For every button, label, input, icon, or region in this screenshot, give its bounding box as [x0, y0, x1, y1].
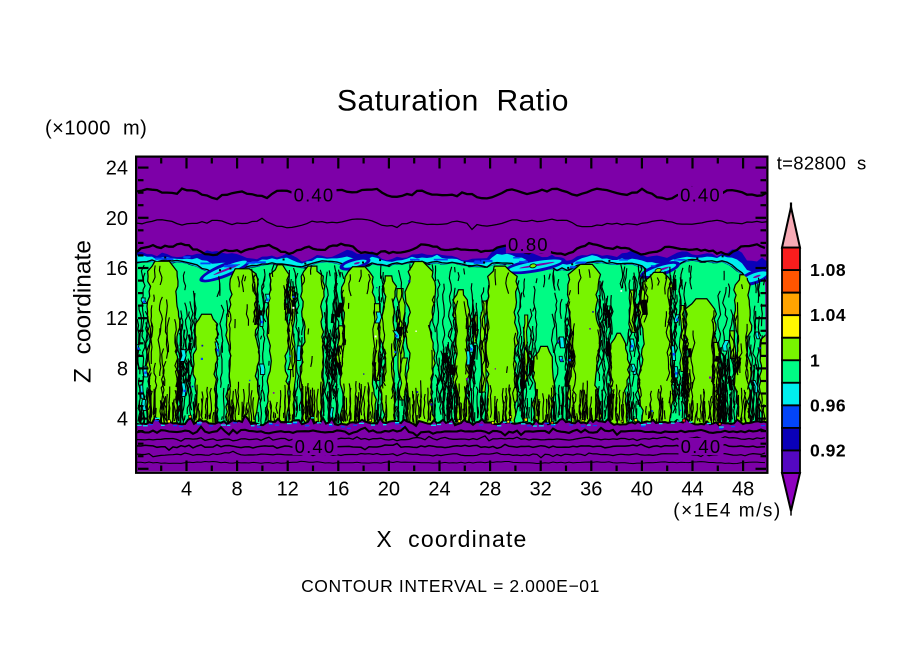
- svg-text:0.96: 0.96: [810, 395, 846, 415]
- svg-text:Saturation Ratio: Saturation Ratio: [337, 85, 569, 118]
- svg-text:48: 48: [732, 479, 754, 501]
- svg-text:X coordinate: X coordinate: [376, 526, 527, 552]
- svg-text:t=82800 s: t=82800 s: [777, 153, 867, 174]
- svg-text:12: 12: [106, 308, 128, 330]
- svg-text:1.04: 1.04: [810, 305, 846, 325]
- svg-text:(×1E4 m/s): (×1E4 m/s): [673, 501, 781, 522]
- svg-text:44: 44: [681, 479, 703, 501]
- svg-text:20: 20: [106, 208, 128, 230]
- svg-text:8: 8: [117, 358, 128, 380]
- svg-text:0.40: 0.40: [681, 436, 722, 457]
- svg-text:28: 28: [479, 479, 501, 501]
- svg-text:0.40: 0.40: [295, 436, 336, 457]
- svg-text:16: 16: [106, 258, 128, 280]
- svg-text:24: 24: [106, 158, 128, 180]
- svg-text:20: 20: [378, 479, 400, 501]
- svg-text:4: 4: [181, 479, 192, 501]
- svg-text:0.92: 0.92: [810, 441, 846, 461]
- svg-text:16: 16: [327, 479, 349, 501]
- svg-text:32: 32: [530, 479, 552, 501]
- svg-text:1: 1: [810, 350, 820, 370]
- svg-text:8: 8: [232, 479, 243, 501]
- svg-text:0.40: 0.40: [680, 185, 721, 206]
- svg-text:Z coordinate: Z coordinate: [70, 240, 97, 383]
- svg-text:36: 36: [580, 479, 602, 501]
- svg-text:1.08: 1.08: [810, 260, 846, 280]
- svg-text:40: 40: [631, 479, 653, 501]
- svg-text:12: 12: [277, 479, 299, 501]
- svg-text:CONTOUR INTERVAL = 2.000E−01: CONTOUR INTERVAL = 2.000E−01: [301, 576, 600, 596]
- svg-text:0.80: 0.80: [508, 234, 549, 255]
- svg-text:0.40: 0.40: [294, 185, 335, 206]
- svg-text:24: 24: [428, 479, 450, 501]
- svg-text:(×1000 m): (×1000 m): [45, 118, 147, 140]
- svg-text:4: 4: [117, 409, 128, 431]
